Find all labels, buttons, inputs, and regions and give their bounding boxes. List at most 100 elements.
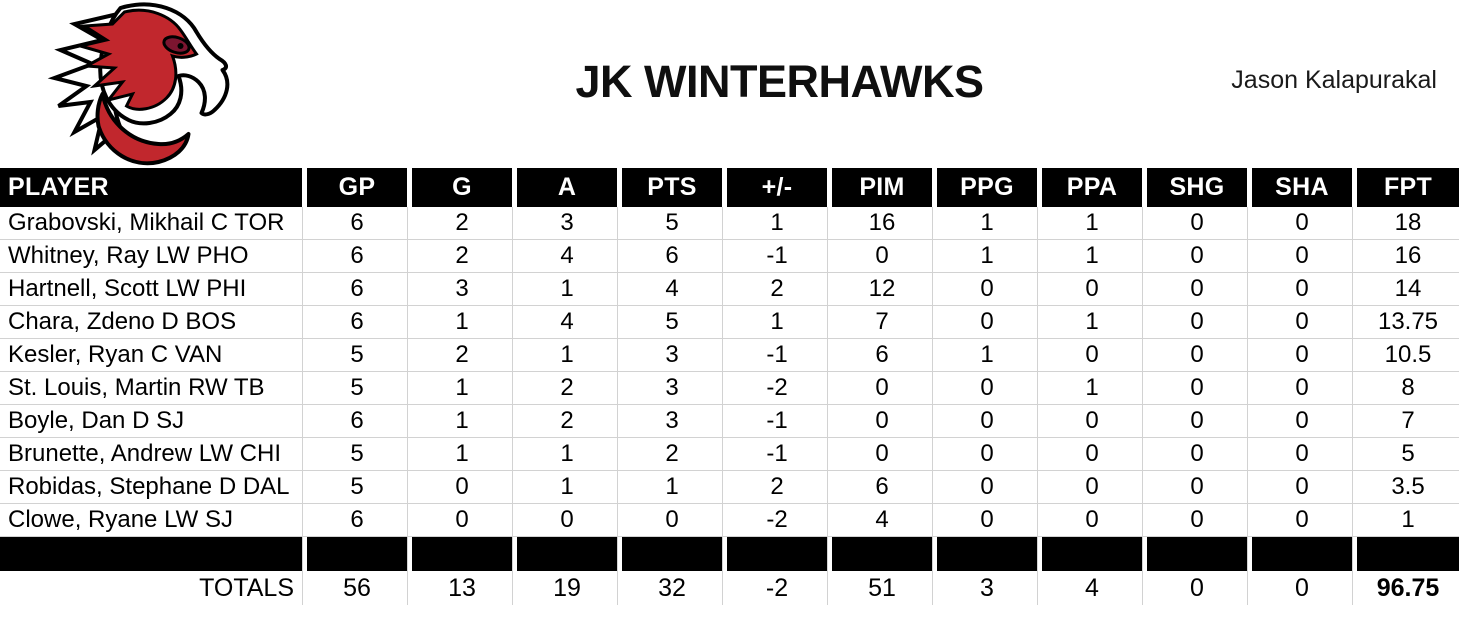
stat-cell-sha: 0	[1252, 306, 1352, 339]
column-header-pts: PTS	[622, 168, 722, 207]
total-ppg: 3	[980, 573, 994, 602]
stat-cell-fpt: 7	[1357, 405, 1459, 438]
stat-cell-pts: 3	[622, 405, 722, 438]
stat-cell-shg: 0	[1147, 405, 1247, 438]
column-header-shg: SHG	[1147, 168, 1247, 207]
stat-cell-a: 1	[517, 438, 617, 471]
stat-cell-shg: 0	[1147, 438, 1247, 471]
stat-cell-plusminus: -1	[727, 240, 827, 273]
stat-cell-plusminus: -1	[727, 438, 827, 471]
stat-cell-shg: 0	[1147, 471, 1247, 504]
stat-cell-plusminus: 1	[727, 207, 827, 240]
stat-cell-g: 1	[412, 372, 512, 405]
table-body: Grabovski, Mikhail C TOR 6 2 3 5 1 16 1 …	[0, 207, 1459, 537]
stat-cell-ppa: 1	[1042, 372, 1142, 405]
stat-cell-a: 4	[517, 306, 617, 339]
stat-cell-a: 2	[517, 405, 617, 438]
stat-cell-plusminus: -2	[727, 504, 827, 537]
table-row: Robidas, Stephane D DAL 5 0 1 1 2 6 0 0 …	[0, 471, 1459, 504]
stat-cell-sha: 0	[1252, 504, 1352, 537]
total-pim: 51	[868, 573, 896, 602]
column-header-gp: GP	[307, 168, 407, 207]
stat-cell-gp: 6	[307, 306, 407, 339]
player-name-cell: Chara, Zdeno D BOS	[0, 306, 302, 339]
stat-cell-pim: 0	[832, 372, 932, 405]
stat-cell-gp: 6	[307, 240, 407, 273]
stat-cell-ppg: 0	[937, 372, 1037, 405]
stat-cell-shg: 0	[1147, 504, 1247, 537]
stat-cell-gp: 6	[307, 504, 407, 537]
player-name-cell: Clowe, Ryane LW SJ	[0, 504, 302, 537]
stat-cell-fpt: 14	[1357, 273, 1459, 306]
table-row: Brunette, Andrew LW CHI 5 1 1 2 -1 0 0 0…	[0, 438, 1459, 471]
stat-cell-a: 1	[517, 471, 617, 504]
table-row: Chara, Zdeno D BOS 6 1 4 5 1 7 0 1 0 0 1…	[0, 306, 1459, 339]
table-row: Kesler, Ryan C VAN 5 2 1 3 -1 6 1 0 0 0 …	[0, 339, 1459, 372]
stat-cell-a: 2	[517, 372, 617, 405]
stat-cell-ppg: 1	[937, 339, 1037, 372]
stat-cell-ppg: 0	[937, 471, 1037, 504]
stat-cell-pim: 12	[832, 273, 932, 306]
stat-cell-ppg: 0	[937, 504, 1037, 537]
stat-cell-shg: 0	[1147, 207, 1247, 240]
stat-cell-ppa: 1	[1042, 240, 1142, 273]
stat-cell-ppa: 0	[1042, 405, 1142, 438]
stat-cell-plusminus: 2	[727, 273, 827, 306]
stat-cell-ppg: 1	[937, 207, 1037, 240]
column-header-g: G	[412, 168, 512, 207]
stat-cell-ppa: 0	[1042, 339, 1142, 372]
stat-cell-g: 2	[412, 240, 512, 273]
stat-cell-ppg: 0	[937, 438, 1037, 471]
stat-cell-fpt: 1	[1357, 504, 1459, 537]
stat-cell-ppg: 0	[937, 273, 1037, 306]
column-header-player: PLAYER	[0, 168, 302, 207]
total-gp: 56	[343, 573, 371, 602]
stat-cell-pim: 4	[832, 504, 932, 537]
stat-cell-shg: 0	[1147, 339, 1247, 372]
stat-cell-plusminus: -1	[727, 339, 827, 372]
stat-cell-gp: 5	[307, 372, 407, 405]
stat-cell-a: 1	[517, 339, 617, 372]
stat-cell-gp: 6	[307, 405, 407, 438]
stat-cell-plusminus: -1	[727, 405, 827, 438]
player-name-cell: Whitney, Ray LW PHO	[0, 240, 302, 273]
stat-cell-shg: 0	[1147, 240, 1247, 273]
total-pts: 32	[658, 573, 686, 602]
table-row: Whitney, Ray LW PHO 6 2 4 6 -1 0 1 1 0 0…	[0, 240, 1459, 273]
column-header-pim: PIM	[832, 168, 932, 207]
table-row: Boyle, Dan D SJ 6 1 2 3 -1 0 0 0 0 0 7	[0, 405, 1459, 438]
player-name-cell: St. Louis, Martin RW TB	[0, 372, 302, 405]
stat-cell-ppa: 0	[1042, 438, 1142, 471]
stat-cell-fpt: 3.5	[1357, 471, 1459, 504]
stat-cell-gp: 6	[307, 207, 407, 240]
stat-cell-pts: 1	[622, 471, 722, 504]
stat-cell-g: 2	[412, 339, 512, 372]
total-sha: 0	[1295, 573, 1309, 602]
player-name-cell: Robidas, Stephane D DAL	[0, 471, 302, 504]
team-logo-hawk-icon	[47, 2, 230, 166]
stat-cell-a: 1	[517, 273, 617, 306]
stat-cell-g: 0	[412, 504, 512, 537]
stat-cell-pts: 3	[622, 372, 722, 405]
table-row: St. Louis, Martin RW TB 5 1 2 3 -2 0 0 1…	[0, 372, 1459, 405]
stat-cell-pts: 4	[622, 273, 722, 306]
stat-cell-ppg: 0	[937, 405, 1037, 438]
stats-table: PLAYER GP G A PTS +/- PIM PPG PPA SHG SH…	[0, 168, 1459, 605]
stat-cell-g: 3	[412, 273, 512, 306]
stat-cell-pts: 3	[622, 339, 722, 372]
stat-cell-a: 4	[517, 240, 617, 273]
stat-cell-fpt: 8	[1357, 372, 1459, 405]
stat-cell-gp: 5	[307, 438, 407, 471]
stat-cell-ppg: 0	[937, 306, 1037, 339]
stat-cell-shg: 0	[1147, 273, 1247, 306]
stat-cell-a: 0	[517, 504, 617, 537]
stat-cell-sha: 0	[1252, 372, 1352, 405]
stat-cell-pts: 2	[622, 438, 722, 471]
stat-cell-pim: 0	[832, 240, 932, 273]
stat-cell-gp: 6	[307, 273, 407, 306]
totals-label: TOTALS	[199, 573, 294, 602]
stat-cell-ppa: 0	[1042, 273, 1142, 306]
total-shg: 0	[1190, 573, 1204, 602]
column-header-a: A	[517, 168, 617, 207]
